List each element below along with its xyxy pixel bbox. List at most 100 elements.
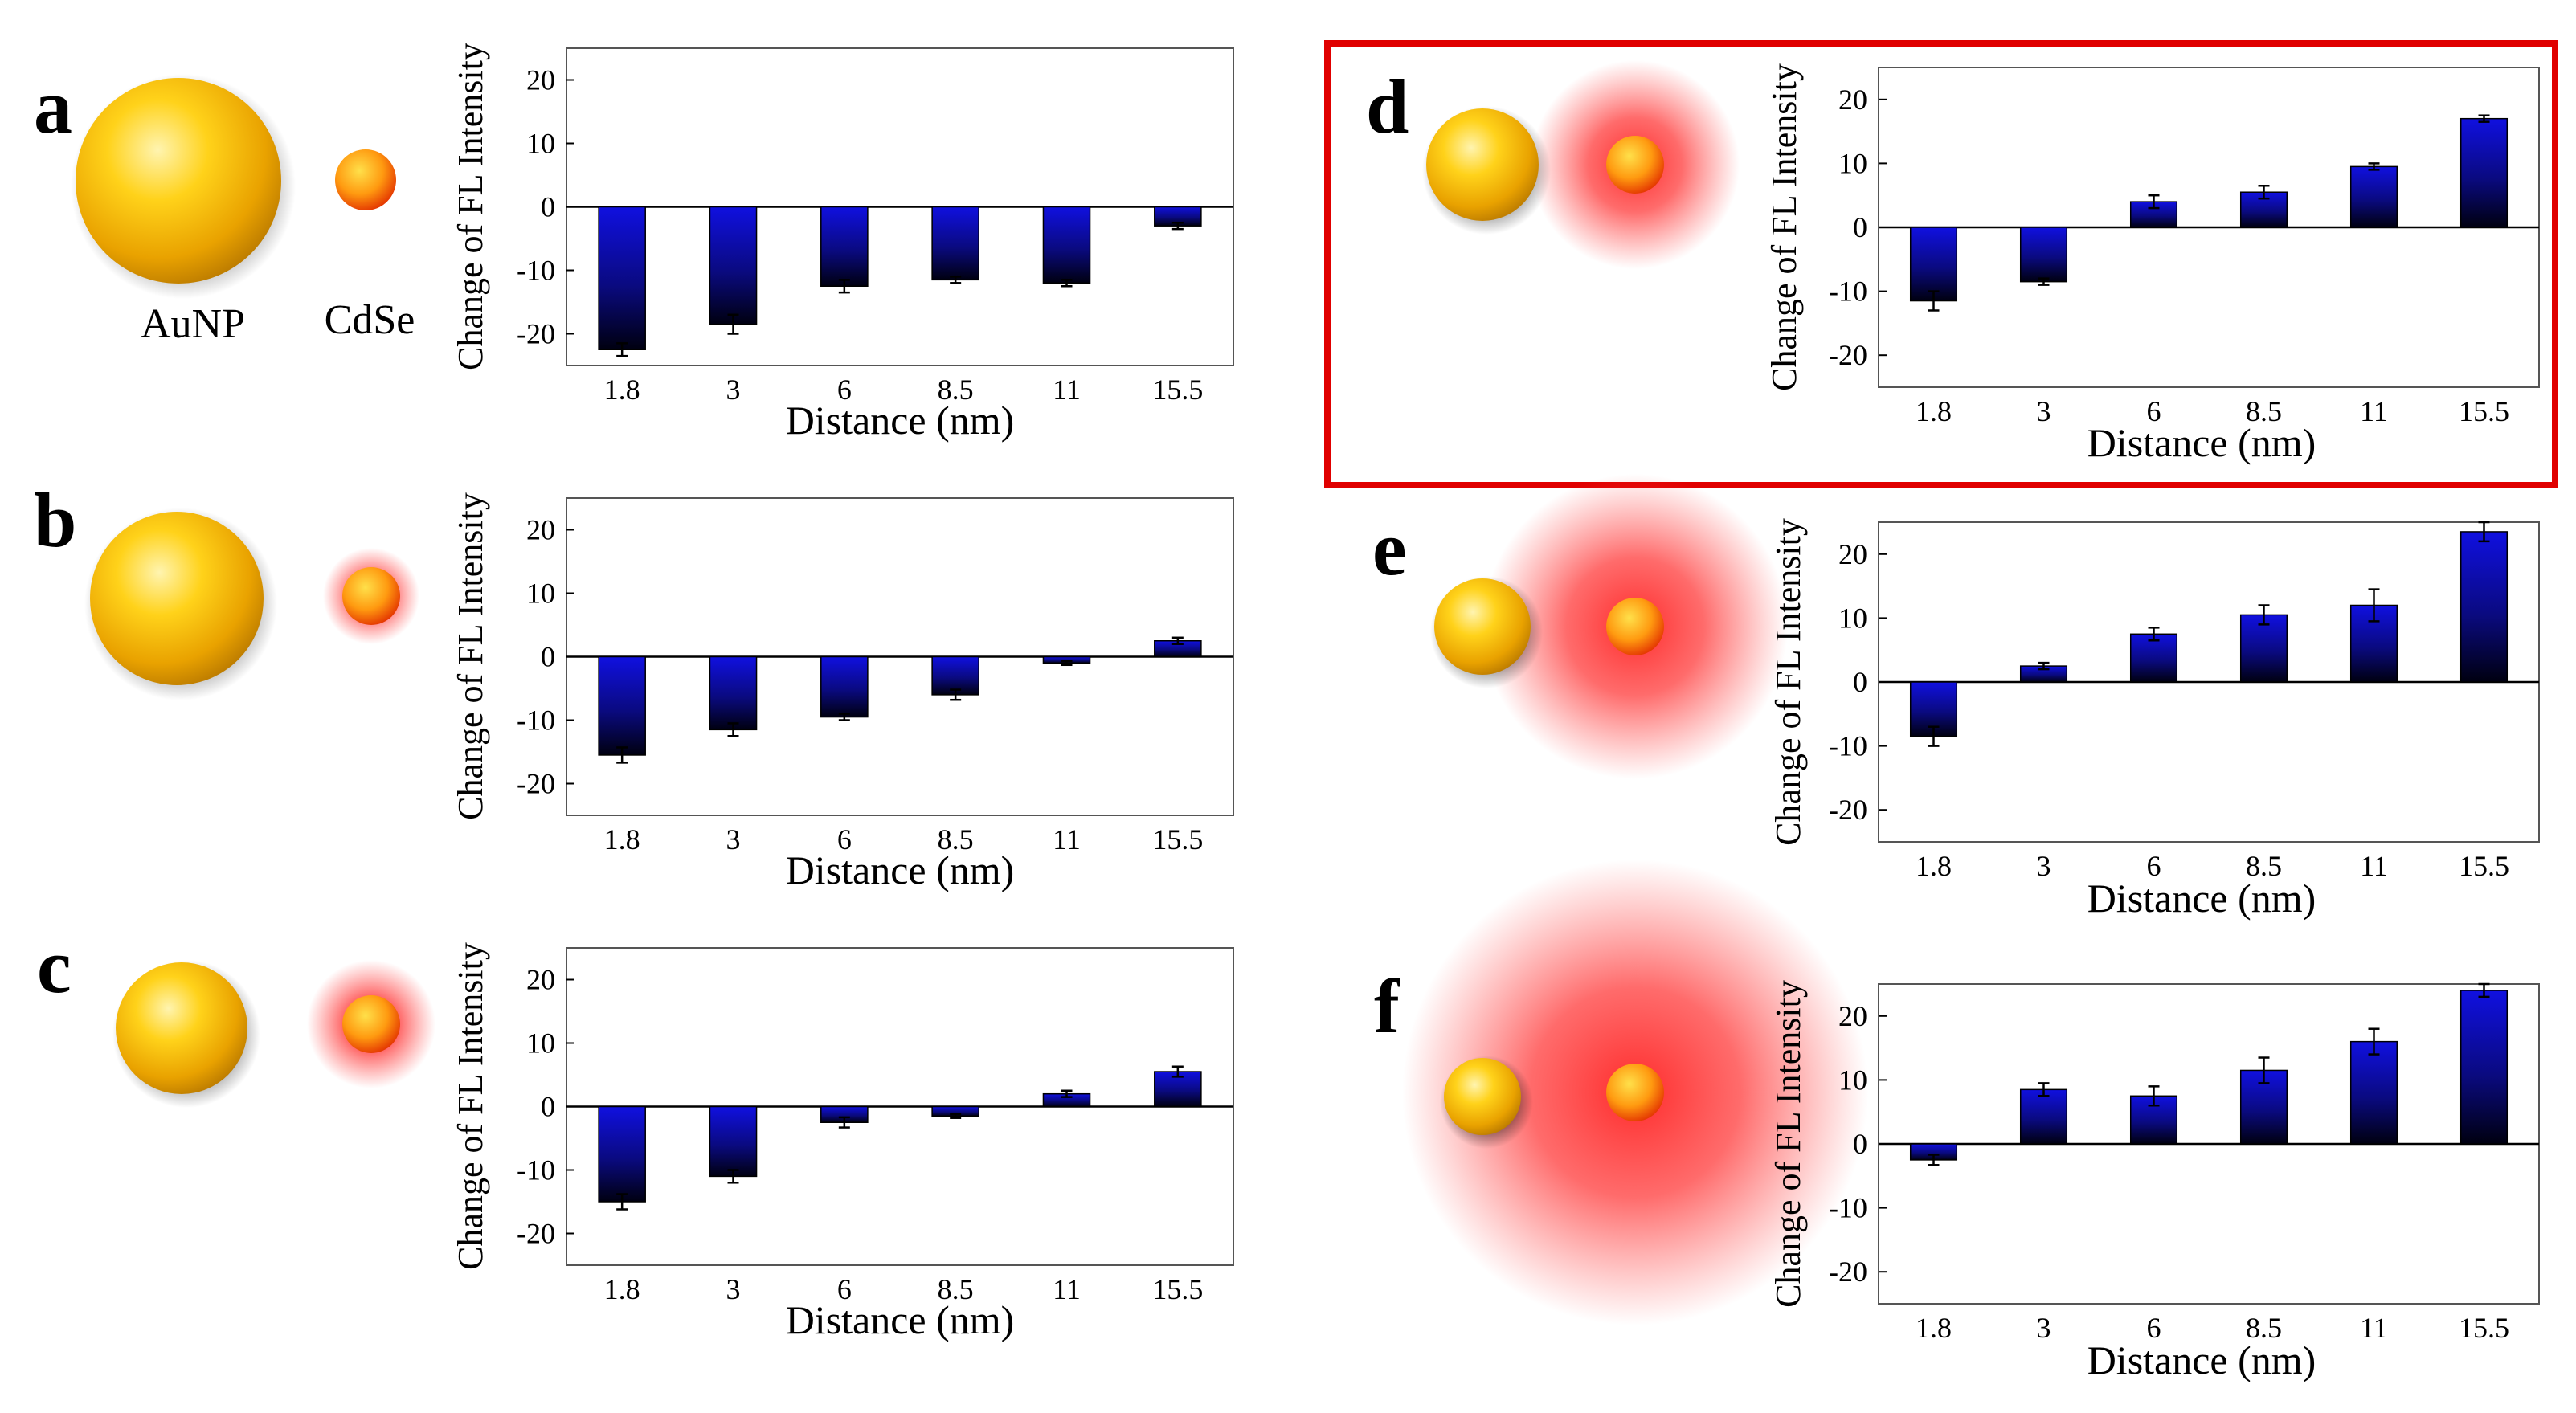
cdse-sphere — [1606, 136, 1664, 194]
y-tick-label: -10 — [517, 704, 555, 737]
x-tick-label: 3 — [726, 374, 741, 406]
bar-11 — [1042, 206, 1091, 284]
y-tick-label: 20 — [1838, 84, 1867, 116]
y-axis-title: Change of FL Intensity — [451, 942, 490, 1270]
cdse-sphere — [342, 995, 400, 1053]
x-tick-label: 1.8 — [1916, 1312, 1952, 1344]
x-tick-label: 8.5 — [938, 1273, 974, 1305]
bar-3 — [2019, 1088, 2068, 1145]
bar-8-5 — [931, 655, 979, 696]
bar-8-5 — [931, 206, 979, 281]
x-tick-label: 11 — [2360, 395, 2388, 427]
bar-1-8 — [598, 655, 646, 756]
x-tick-label: 15.5 — [1152, 823, 1203, 856]
cdse-sphere — [335, 149, 396, 210]
y-axis-title: Change of FL Intensity — [1768, 980, 1808, 1308]
panel-letter-b: b — [34, 477, 76, 563]
y-tick-label: 10 — [1838, 1064, 1867, 1096]
x-tick-label: 3 — [726, 1273, 741, 1305]
x-tick-label: 6 — [2147, 1312, 2161, 1344]
bar-15-5 — [2459, 117, 2509, 228]
x-axis-title: Distance (nm) — [2087, 420, 2316, 465]
bar-6 — [820, 206, 869, 287]
bar-6 — [2129, 633, 2178, 683]
y-axis-title: Change of FL Intensity — [1768, 518, 1808, 846]
x-tick-label: 15.5 — [2459, 1312, 2509, 1344]
y-tick-label: 10 — [1838, 602, 1867, 634]
bar-15-5 — [2459, 531, 2509, 683]
x-tick-label: 3 — [2037, 850, 2051, 882]
bar-3 — [709, 1105, 758, 1178]
x-tick-label: 1.8 — [1916, 395, 1952, 427]
y-tick-label: 0 — [1853, 1128, 1867, 1160]
y-tick-label: 0 — [541, 191, 555, 223]
chart-c: 20 10 0 -10 -20 1.8 3 6 8.5 11 15.5 Distance (nm) Ch… — [451, 942, 1234, 1342]
bar-8-5 — [2239, 614, 2288, 683]
y-tick-label: -20 — [1829, 339, 1867, 371]
cdse-label: CdSe — [325, 297, 415, 343]
x-axis-title: Distance (nm) — [786, 1297, 1015, 1342]
bar-3 — [709, 655, 758, 731]
x-tick-label: 11 — [1053, 1273, 1081, 1305]
x-tick-label: 15.5 — [1152, 1273, 1203, 1305]
y-tick-label: -20 — [517, 1218, 555, 1250]
chart-e: 20 10 0 -10 -20 1.8 3 6 8.5 11 15.5 Distance (nm) Ch… — [1768, 518, 2540, 921]
highlight-frame-d — [1324, 40, 2558, 488]
y-tick-label: 10 — [526, 578, 555, 610]
y-tick-label: -10 — [517, 255, 555, 287]
y-tick-label: 20 — [526, 64, 555, 96]
y-tick-label: -10 — [1829, 1192, 1867, 1224]
x-tick-label: 15.5 — [1152, 374, 1203, 406]
x-tick-label: 15.5 — [2459, 395, 2509, 427]
bar-11 — [2349, 165, 2398, 228]
x-tick-label: 6 — [2147, 395, 2161, 427]
y-tick-label: -10 — [517, 1154, 555, 1186]
chart-a: 20 10 0 -10 -20 1.8 3 6 8.5 11 15.5 Distance (nm) Ch… — [451, 43, 1234, 443]
bar-1-8 — [1909, 227, 1958, 302]
illustration-f — [1402, 860, 1868, 1325]
panel-letter-d: d — [1366, 63, 1409, 149]
panel-letter-e: e — [1372, 505, 1407, 591]
x-tick-label: 1.8 — [1916, 850, 1952, 882]
illustration-c — [112, 960, 435, 1108]
x-tick-label: 1.8 — [604, 823, 640, 856]
illustration-b — [84, 508, 419, 700]
chart-d: 20 10 0 -10 -20 1.8 3 6 8.5 11 15.5 Distance (nm) Ch… — [1764, 63, 2540, 465]
x-tick-label: 6 — [837, 1273, 852, 1305]
y-tick-label: -20 — [1829, 794, 1867, 826]
x-tick-label: 11 — [2360, 850, 2388, 882]
x-tick-label: 8.5 — [938, 374, 974, 406]
x-axis-title: Distance (nm) — [2087, 876, 2316, 921]
panel-letter-a: a — [34, 63, 72, 149]
aunp-sphere — [1434, 578, 1531, 675]
aunp-sphere — [1426, 108, 1539, 221]
y-tick-label: -10 — [1829, 730, 1867, 762]
illustration-e — [1430, 474, 1788, 779]
x-tick-label: 8.5 — [2246, 850, 2282, 882]
x-axis-title: Distance (nm) — [786, 398, 1015, 443]
y-tick-label: -20 — [517, 768, 555, 800]
x-tick-label: 11 — [1053, 374, 1081, 406]
y-tick-label: 0 — [541, 1091, 555, 1123]
x-axis-title: Distance (nm) — [786, 847, 1015, 892]
x-tick-label: 11 — [2360, 1312, 2388, 1344]
bar-1-8 — [598, 206, 646, 350]
x-tick-label: 3 — [726, 823, 741, 856]
y-tick-label: 20 — [526, 964, 555, 996]
aunp-sphere — [116, 962, 247, 1094]
y-tick-label: -20 — [1829, 1256, 1867, 1288]
chart-b: 20 10 0 -10 -20 1.8 3 6 8.5 11 15.5 Distance (nm) Ch… — [451, 492, 1234, 892]
bar-3 — [709, 206, 758, 325]
x-tick-label: 8.5 — [938, 823, 974, 856]
y-axis-title: Change of FL Intensity — [451, 43, 490, 370]
bar-15-5 — [2459, 990, 2509, 1145]
bar-3 — [2019, 227, 2068, 283]
y-tick-label: 20 — [1838, 1000, 1867, 1032]
cdse-sphere — [342, 567, 400, 625]
bar-6 — [820, 655, 869, 718]
x-tick-label: 1.8 — [604, 1273, 640, 1305]
illustration-d — [1422, 60, 1740, 269]
aunp-label: AuNP — [141, 301, 245, 347]
x-tick-label: 11 — [1053, 823, 1081, 856]
